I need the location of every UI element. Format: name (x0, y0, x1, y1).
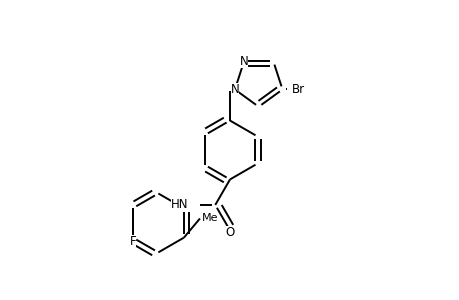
Text: Br: Br (291, 83, 305, 96)
Text: F: F (129, 235, 136, 248)
Text: N: N (239, 55, 248, 68)
Text: Me: Me (201, 213, 218, 223)
Text: O: O (225, 226, 234, 238)
Text: HN: HN (171, 198, 188, 212)
Text: N: N (230, 83, 239, 96)
